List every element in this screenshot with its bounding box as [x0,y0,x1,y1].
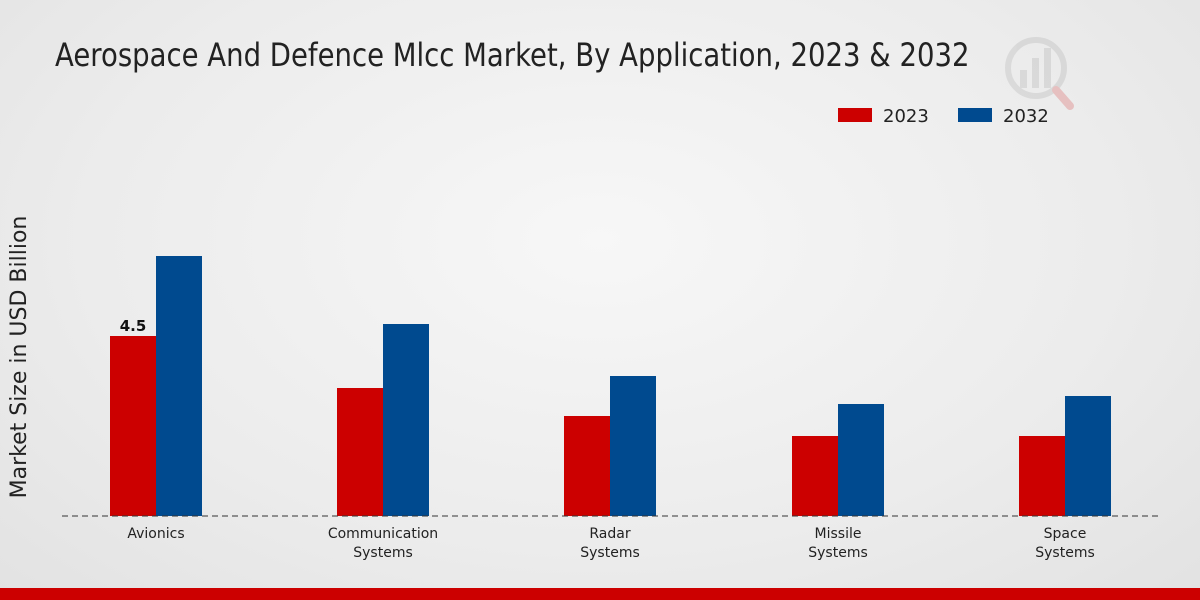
x-tick-label-4-0: Space [1044,526,1087,542]
legend-swatch-2032 [958,108,992,122]
bar-2023-1 [337,388,383,516]
footer-bar [0,588,1200,600]
x-tick-labels: Avionics Communication Systems Radar Systems… [127,526,1094,561]
y-axis-label: Market Size in USD Billion [7,216,32,499]
bar-2032-1 [383,324,429,516]
bar-2023-0 [110,336,156,516]
bar-2023-4 [1019,436,1065,516]
legend-label-2032: 2032 [1003,106,1049,127]
bar-2032-4 [1065,396,1111,516]
legend-label-2023: 2023 [883,106,929,127]
x-tick-label-3-1: Systems [808,545,868,561]
chart-title: Aerospace And Defence Mlcc Market, By Ap… [55,36,970,74]
data-label-0: 4.5 [120,317,147,335]
bar-2032-3 [838,404,884,516]
x-tick-label-4-1: Systems [1035,545,1095,561]
bars-group: 4.5 [110,256,1111,516]
x-tick-label-1-0: Communication [328,526,438,542]
x-tick-label-2-0: Radar [589,526,630,542]
bar-2032-0 [156,256,202,516]
legend: 2023 2032 [838,106,1049,127]
bar-2023-3 [792,436,838,516]
x-tick-label-0-0: Avionics [127,526,184,542]
x-tick-label-2-1: Systems [580,545,640,561]
legend-swatch-2023 [838,108,872,122]
bar-2023-2 [564,416,610,516]
bar-2032-2 [610,376,656,516]
x-tick-label-1-1: Systems [353,545,413,561]
logo-watermark-icon [1005,37,1074,110]
x-tick-label-3-0: Missile [815,526,862,542]
